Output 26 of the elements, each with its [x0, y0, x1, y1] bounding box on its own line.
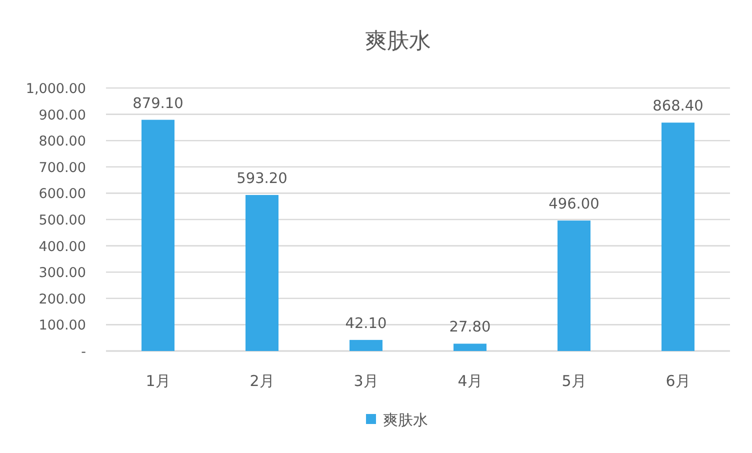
y-tick-label: -	[81, 344, 86, 360]
x-tick-label: 1月	[146, 372, 170, 390]
data-label: 879.10	[132, 96, 184, 112]
data-label: 593.20	[236, 170, 288, 187]
y-tick-label: 700.00	[38, 160, 86, 176]
data-label: 496.00	[548, 196, 600, 213]
y-tick-label: 100.00	[38, 318, 86, 334]
y-tick-label: 200.00	[38, 291, 86, 308]
x-tick-label: 5月	[562, 372, 586, 390]
x-tick-label: 3月	[354, 372, 378, 390]
y-tick-label: 400.00	[38, 238, 86, 255]
y-tick-label: 900.00	[38, 107, 86, 124]
data-label: 27.80	[449, 320, 491, 336]
data-label: 42.10	[345, 316, 387, 332]
legend-label: 爽肤水	[383, 411, 428, 429]
data-label: 868.40	[652, 98, 704, 115]
title: 爽肤水	[365, 29, 431, 54]
x-tick-label: 2月	[250, 372, 274, 390]
y-tick-label: 1,000.00	[26, 81, 86, 97]
legend: 爽肤水	[366, 411, 428, 429]
y-tick-label: 600.00	[38, 186, 86, 202]
x-tick-label: 6月	[666, 372, 690, 390]
y-tick-label: 300.00	[38, 265, 86, 282]
x-tick-label: 4月	[458, 372, 482, 390]
y-tick-label: 800.00	[38, 134, 86, 150]
y-tick-label: 500.00	[38, 212, 86, 228]
